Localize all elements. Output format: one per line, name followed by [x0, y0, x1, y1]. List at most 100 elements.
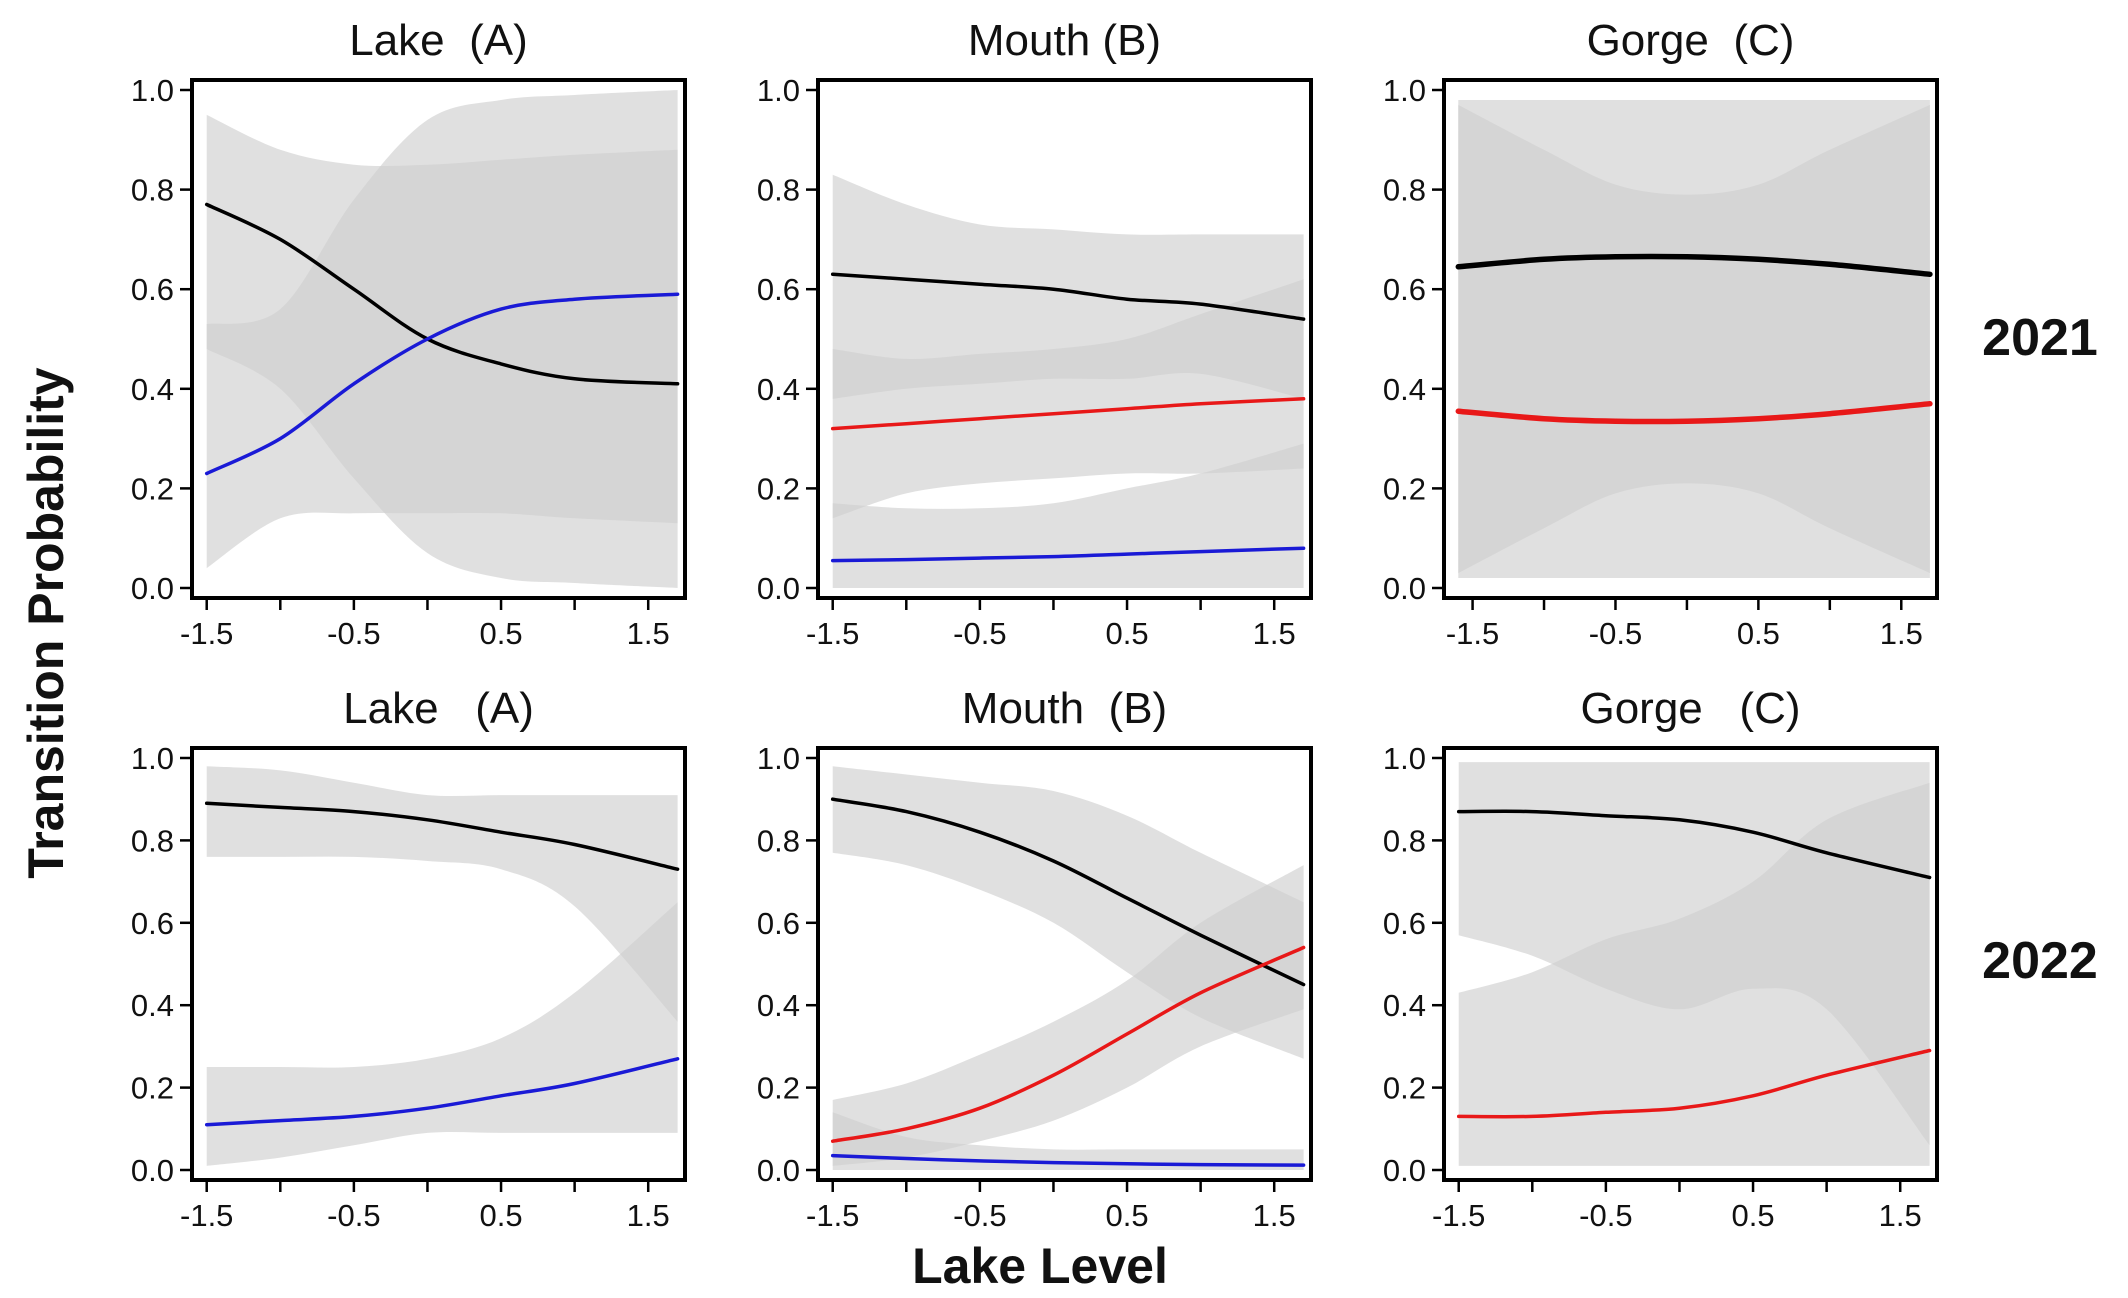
- plot-frame: [816, 78, 1313, 600]
- y-tick-label: 1.0: [131, 741, 174, 776]
- ci-band-red: [1458, 100, 1930, 578]
- panel-4: 0.0 0.2 0.4 0.6 0.8 1.0 -1.5 -0.5 0.5 1.5 Lake (A): [131, 684, 687, 1233]
- series-line-red: [830, 945, 1306, 1143]
- x-tick-label: -0.5: [953, 616, 1006, 651]
- y-tick-label: 0.2: [1383, 1071, 1426, 1106]
- ci-band-red: [832, 279, 1304, 519]
- y-tick-label: 0.8: [757, 823, 800, 858]
- y-tick-label: 0.0: [131, 1153, 174, 1188]
- row-label-2021: 2021: [1982, 309, 2098, 367]
- x-tick-label: -1.5: [806, 616, 859, 651]
- series-line-blue: [830, 546, 1306, 563]
- panel-6: 0.0 0.2 0.4 0.6 0.8 1.0 -1.5 -0.5 0.5 1.5 Gorge (C…: [1383, 684, 1939, 1233]
- y-tick-label: 0.6: [757, 906, 800, 941]
- panel-title: Gorge (C): [1580, 684, 1800, 733]
- ci-band-blue: [832, 1112, 1304, 1170]
- series-line-red: [830, 397, 1306, 431]
- y-tick-label: 0.6: [131, 906, 174, 941]
- series-line-black: [1455, 253, 1933, 278]
- series-line-black: [1456, 809, 1932, 880]
- y-tick-label: 0.6: [1383, 272, 1426, 307]
- y-tick-label: 0.8: [757, 173, 800, 208]
- plot-frame: [1442, 746, 1939, 1182]
- panel-3: 0.0 0.2 0.4 0.6 0.8 1.0 -1.5 -0.5 0.5 1.5 Gorge (C…: [1383, 16, 1939, 651]
- x-tick-label: 1.5: [627, 616, 670, 651]
- ci-band-black: [206, 766, 678, 1022]
- y-tick-label: 0.0: [757, 1153, 800, 1188]
- x-tick-label: 0.5: [1105, 616, 1148, 651]
- y-tick-label: 0.0: [1383, 571, 1426, 606]
- y-tick-label: 1.0: [1383, 73, 1426, 108]
- y-tick-label: 0.4: [1383, 372, 1426, 407]
- panel-title: Lake (A): [343, 684, 534, 733]
- ci-band-blue: [206, 90, 678, 588]
- y-axis-title: Transition Probability: [18, 367, 74, 878]
- panel-title: Lake (A): [349, 16, 528, 65]
- panel-title: Mouth (B): [968, 16, 1161, 65]
- x-tick-label: -1.5: [1446, 616, 1499, 651]
- y-tick-label: 1.0: [757, 741, 800, 776]
- ci-band-red: [1458, 782, 1930, 1166]
- y-tick-label: 0.6: [131, 272, 174, 307]
- plot-frame: [816, 746, 1313, 1182]
- panel-2: 0.0 0.2 0.4 0.6 0.8 1.0 -1.5 -0.5 0.5 1.5 Mouth (B…: [757, 16, 1313, 651]
- series-line-red: [1456, 1048, 1932, 1119]
- x-tick-label: -0.5: [327, 616, 380, 651]
- y-tick-label: 0.6: [1383, 906, 1426, 941]
- y-tick-label: 0.4: [131, 988, 174, 1023]
- x-tick-label: 1.5: [1879, 1198, 1922, 1233]
- row-label-2022: 2022: [1982, 932, 2098, 990]
- x-tick-label: 1.5: [1253, 616, 1296, 651]
- x-tick-label: -0.5: [1579, 1198, 1632, 1233]
- series-line-blue: [204, 1057, 680, 1127]
- y-tick-label: 0.6: [757, 272, 800, 307]
- y-tick-label: 0.2: [1383, 471, 1426, 506]
- series-line-black: [204, 801, 680, 871]
- panel-title: Mouth (B): [962, 684, 1167, 733]
- x-tick-label: -1.5: [1432, 1198, 1485, 1233]
- panels: 0.0 0.2 0.4 0.6 0.8 1.0 -1.5 -0.5 0.5 1.5 Lake (A)…: [131, 16, 1939, 1233]
- x-tick-label: -0.5: [1589, 616, 1642, 651]
- y-tick-label: 0.2: [131, 471, 174, 506]
- y-tick-label: 0.4: [757, 372, 800, 407]
- y-tick-label: 1.0: [757, 73, 800, 108]
- y-tick-label: 0.4: [757, 988, 800, 1023]
- x-tick-label: 1.5: [1880, 616, 1923, 651]
- panel-title: Gorge (C): [1587, 16, 1795, 65]
- x-tick-label: 0.5: [479, 1198, 522, 1233]
- y-tick-label: 0.0: [131, 571, 174, 606]
- x-tick-label: 0.5: [1105, 1198, 1148, 1233]
- panel-5: 0.0 0.2 0.4 0.6 0.8 1.0 -1.5 -0.5 0.5 1.5 Mouth (B…: [757, 684, 1313, 1233]
- x-tick-label: 0.5: [479, 616, 522, 651]
- y-tick-label: 0.8: [131, 823, 174, 858]
- series-line-black: [830, 797, 1306, 987]
- y-tick-label: 0.0: [1383, 1153, 1426, 1188]
- y-tick-label: 0.4: [131, 372, 174, 407]
- x-tick-label: 0.5: [1737, 616, 1780, 651]
- ci-band-blue: [206, 902, 678, 1166]
- x-tick-label: -1.5: [180, 616, 233, 651]
- y-tick-label: 0.2: [757, 1071, 800, 1106]
- x-tick-label: 0.5: [1731, 1198, 1774, 1233]
- y-tick-label: 0.4: [1383, 988, 1426, 1023]
- plot-frame: [190, 78, 687, 600]
- y-tick-label: 1.0: [1383, 741, 1426, 776]
- x-tick-label: -1.5: [180, 1198, 233, 1233]
- x-tick-label: -1.5: [806, 1198, 859, 1233]
- ci-band-red: [832, 865, 1304, 1166]
- x-axis-title: Lake Level: [912, 1238, 1168, 1294]
- y-tick-label: 0.8: [1383, 823, 1426, 858]
- series-line-blue: [204, 292, 680, 476]
- x-tick-label: -0.5: [327, 1198, 380, 1233]
- y-tick-label: 1.0: [131, 73, 174, 108]
- plot-frame: [190, 746, 687, 1182]
- plot-frame: [1442, 78, 1939, 600]
- y-tick-label: 0.2: [131, 1071, 174, 1106]
- series-line-blue: [830, 1153, 1306, 1167]
- panel-1: 0.0 0.2 0.4 0.6 0.8 1.0 -1.5 -0.5 0.5 1.5 Lake (A): [131, 16, 687, 651]
- y-tick-label: 0.8: [131, 173, 174, 208]
- y-tick-label: 0.8: [1383, 173, 1426, 208]
- series-line-red: [1455, 400, 1933, 425]
- x-tick-label: -0.5: [953, 1198, 1006, 1233]
- series-line-black: [830, 272, 1306, 321]
